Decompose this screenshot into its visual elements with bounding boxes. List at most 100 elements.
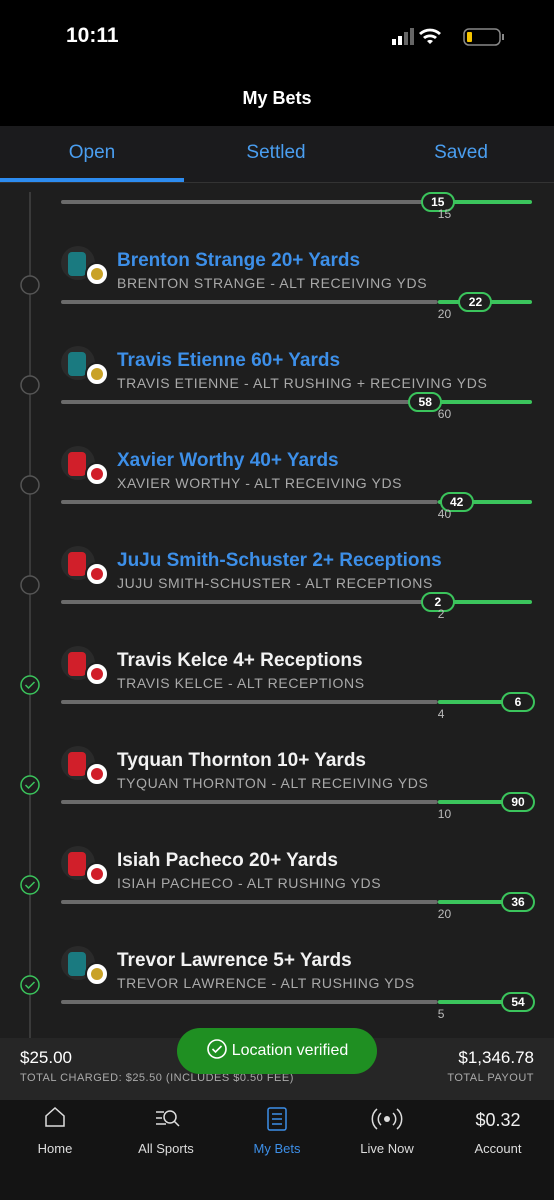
status-check <box>24 681 36 690</box>
leg-subtitle: TRAVIS KELCE - ALT RECEPTIONS <box>117 675 365 691</box>
progress-target: 15 <box>437 207 452 221</box>
leg-title: Isiah Pacheco 20+ Yards <box>117 850 338 871</box>
nav-icons <box>45 1106 403 1131</box>
leg-title: Xavier Worthy 40+ Yards <box>117 450 339 471</box>
tab[interactable]: Saved <box>434 142 488 163</box>
team-logo-inner <box>91 968 103 980</box>
payout: $1,346.78 <box>458 1048 534 1067</box>
leg-subtitle: TRAVIS ETIENNE - ALT RUSHING + RECEIVING… <box>117 375 488 391</box>
progress-target: 5 <box>437 1007 445 1021</box>
stake: $25.00 <box>20 1048 72 1067</box>
tab-indicator <box>0 178 184 182</box>
header <box>0 70 554 126</box>
status-circle <box>20 775 40 795</box>
leg-subtitle: XAVIER WORTHY - ALT RECEIVING YDS <box>117 475 403 491</box>
progress-track <box>61 1000 438 1004</box>
nav-item[interactable]: Account <box>474 1141 522 1156</box>
clock: 10:11 <box>66 24 119 47</box>
tab[interactable]: Open <box>68 142 116 163</box>
progress-over <box>437 600 532 604</box>
progress-value: 22 <box>458 292 493 312</box>
jersey <box>68 852 86 876</box>
team-logo-inner <box>91 668 103 680</box>
tab-bar <box>0 126 554 183</box>
bottom-nav <box>0 1100 554 1200</box>
progress-track <box>61 400 438 404</box>
progress-over <box>437 200 532 204</box>
page-title: My Bets <box>242 88 312 108</box>
timeline <box>20 192 532 1038</box>
progress-value: 58 <box>408 392 443 412</box>
jersey <box>68 752 86 776</box>
status-icons <box>392 28 504 46</box>
progress-track <box>61 900 438 904</box>
payout-label: TOTAL PAYOUT <box>447 1072 534 1084</box>
progress-target: 20 <box>437 307 452 321</box>
leg-subtitle: JUJU SMITH-SCHUSTER - ALT RECEPTIONS <box>117 575 433 591</box>
tab[interactable]: Settled <box>246 142 306 163</box>
leg-subtitle: BRENTON STRANGE - ALT RECEIVING YDS <box>117 275 428 291</box>
team-logo-inner <box>91 268 103 280</box>
jersey <box>68 652 86 676</box>
nav-item[interactable]: All Sports <box>138 1141 194 1156</box>
progress-over <box>437 400 532 404</box>
leg-title: JuJu Smith-Schuster 2+ Receptions <box>117 550 442 571</box>
leg-list: 15 15 Brenton Strange 20+ Yards BRENTON STR… <box>0 192 554 1038</box>
leg-title: Trevor Lawrence 5+ Yards <box>117 950 352 971</box>
leg-subtitle: TYQUAN THORNTON - ALT RECEIVING YDS <box>117 775 429 791</box>
progress-target: 4 <box>437 707 445 721</box>
progress-value: 90 <box>501 792 535 812</box>
toast-text: Location verified <box>231 1042 349 1059</box>
progress-value: 54 <box>501 992 535 1012</box>
nav-item[interactable]: My Bets <box>253 1141 301 1156</box>
leg-title: Tyquan Thornton 10+ Yards <box>117 750 366 771</box>
jersey <box>68 452 86 476</box>
progress-track <box>61 700 438 704</box>
leg-title: Travis Kelce 4+ Receptions <box>117 650 363 671</box>
status-circle <box>20 975 40 995</box>
status-circle <box>20 275 40 295</box>
status-circle <box>20 675 40 695</box>
leg-subtitle: ISIAH PACHECO - ALT RUSHING YDS <box>117 875 382 891</box>
progress-track <box>61 500 438 504</box>
status-bar <box>0 0 554 70</box>
stake-label: TOTAL CHARGED: $25.50 (INCLUDES $0.50 FE… <box>20 1072 294 1084</box>
status-check <box>24 781 36 790</box>
leg-title: Brenton Strange 20+ Yards <box>117 250 361 271</box>
status-circle <box>20 375 40 395</box>
team-logo-inner <box>91 368 103 380</box>
progress-track <box>61 200 438 204</box>
progress-target: 2 <box>437 607 445 621</box>
progress-value: 36 <box>501 892 535 912</box>
nav-item[interactable]: Home <box>37 1141 73 1156</box>
balance[interactable]: $0.32 <box>475 1110 521 1130</box>
progress-target: 20 <box>437 907 452 921</box>
status-circle <box>20 875 40 895</box>
jersey <box>68 352 86 376</box>
progress-target: 10 <box>437 807 452 821</box>
progress-target: 60 <box>437 407 452 421</box>
status-check <box>24 981 36 990</box>
status-circle <box>20 575 40 595</box>
status-check <box>24 881 36 890</box>
progress-target: 40 <box>437 507 452 521</box>
team-logo-inner <box>91 868 103 880</box>
nav-item[interactable]: Live Now <box>360 1141 414 1156</box>
progress-value: 15 <box>420 192 455 212</box>
progress-value: 6 <box>501 692 535 712</box>
progress-track <box>61 600 438 604</box>
team-logo-inner <box>91 768 103 780</box>
jersey <box>68 552 86 576</box>
progress-value: 42 <box>439 492 474 512</box>
toast: Location verified <box>177 1028 377 1074</box>
leg-title: Travis Etienne 60+ Yards <box>117 350 341 371</box>
jersey <box>68 252 86 276</box>
status-circle <box>20 475 40 495</box>
team-logo-inner <box>91 468 103 480</box>
jersey <box>68 952 86 976</box>
team-logo-inner <box>91 568 103 580</box>
progress-track <box>61 800 438 804</box>
leg-subtitle: TREVOR LAWRENCE - ALT RUSHING YDS <box>117 975 415 991</box>
progress-track <box>61 300 438 304</box>
check-icon <box>206 1039 227 1059</box>
